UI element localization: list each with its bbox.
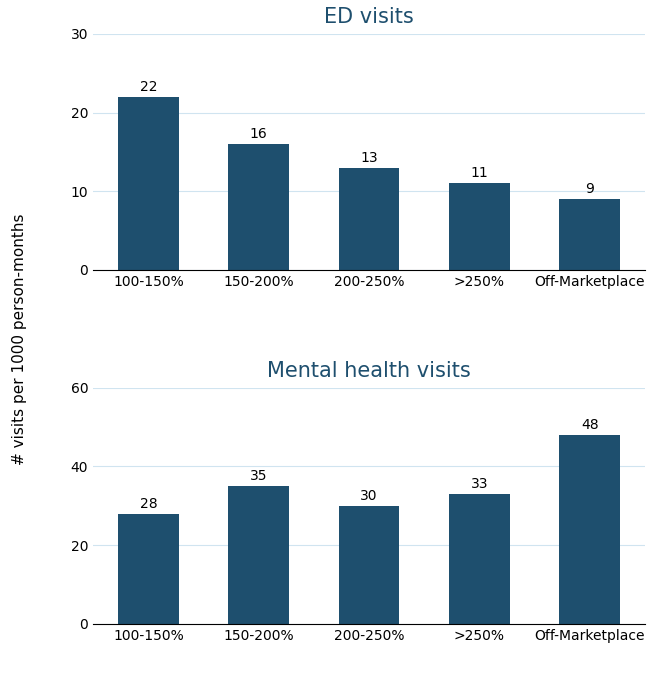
Bar [449,183,509,270]
Bar [338,506,400,624]
Text: 13: 13 [360,151,378,165]
Text: 48: 48 [581,418,598,432]
Text: 9: 9 [585,182,594,196]
Text: 11: 11 [470,167,488,180]
Bar [449,494,509,624]
Bar [229,486,289,624]
Bar [229,144,289,270]
Title: ED visits: ED visits [325,7,414,27]
Text: # visits per 1000 person-months: # visits per 1000 person-months [13,214,27,464]
Text: 22: 22 [140,80,157,94]
Title: Mental health visits: Mental health visits [267,361,471,381]
Text: 35: 35 [250,469,267,483]
Bar [118,514,179,624]
Text: 16: 16 [250,127,268,141]
Text: 30: 30 [360,489,378,503]
Text: 28: 28 [140,497,158,511]
Bar [338,167,400,270]
Text: 33: 33 [471,477,488,491]
Bar [118,97,179,270]
Bar [559,435,620,624]
Bar [559,199,620,270]
